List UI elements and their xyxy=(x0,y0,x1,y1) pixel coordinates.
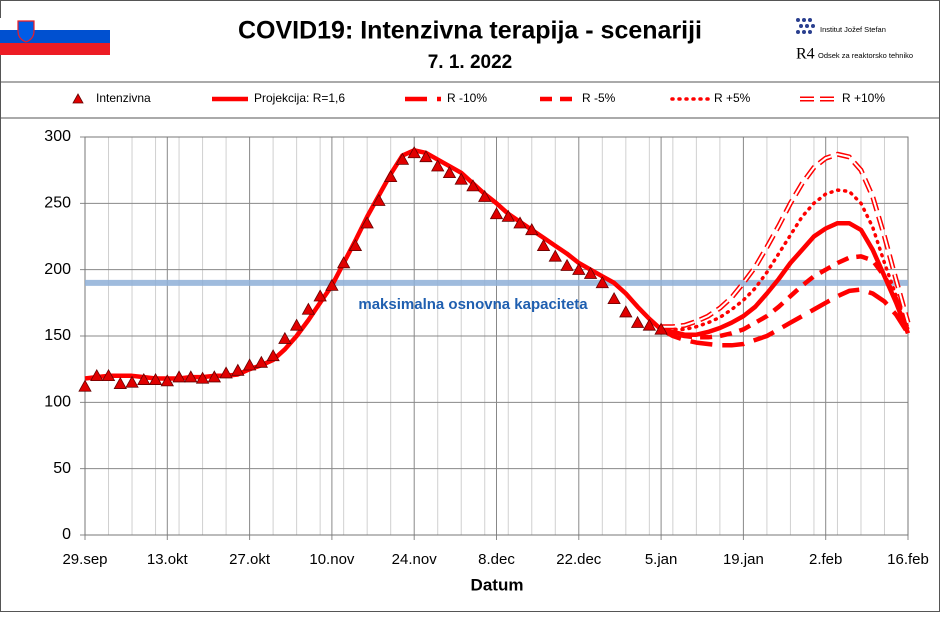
data-marker xyxy=(431,159,445,172)
data-marker xyxy=(583,266,598,279)
data-marker xyxy=(372,193,386,206)
data-marker xyxy=(160,374,174,387)
data-marker xyxy=(395,152,410,165)
data-marker xyxy=(513,216,527,229)
data-marker xyxy=(360,216,374,229)
x-tick-label: 8.dec xyxy=(478,551,515,568)
x-tick-label: 2.feb xyxy=(809,551,842,568)
x-tick-label: 13.okt xyxy=(147,551,189,568)
x-tick-label: 22.dec xyxy=(556,551,602,568)
data-marker xyxy=(642,318,657,331)
x-tick-label: 16.feb xyxy=(887,551,929,568)
data-marker xyxy=(172,370,186,383)
data-marker xyxy=(478,189,492,202)
legend-marker xyxy=(72,93,84,104)
x-tick-label: 19.jan xyxy=(723,551,764,568)
data-marker xyxy=(289,318,304,331)
data-marker xyxy=(501,209,515,222)
data-marker xyxy=(336,256,351,269)
data-marker xyxy=(454,172,468,185)
y-tick-label: 250 xyxy=(44,195,71,212)
legend-label: R -10% xyxy=(447,91,487,105)
data-marker xyxy=(101,368,116,382)
data-marker xyxy=(442,165,457,179)
logo-department: Odsek za reaktorsko tehniko xyxy=(818,51,913,60)
logo xyxy=(796,18,815,34)
x-axis-title: Datum xyxy=(471,575,524,594)
legend-label: R +10% xyxy=(842,91,885,105)
data-marker xyxy=(384,169,398,183)
data-marker xyxy=(525,223,539,236)
data-marker xyxy=(489,207,504,220)
x-tick-label: 29.sep xyxy=(62,551,107,568)
legend-label: Projekcija: R=1,6 xyxy=(254,91,345,105)
y-tick-label: 50 xyxy=(53,460,71,477)
logo-r4: R4 xyxy=(796,46,815,63)
series-line xyxy=(660,287,910,348)
data-marker xyxy=(78,379,92,392)
data-marker xyxy=(595,276,609,289)
x-tick-label: 24.nov xyxy=(392,551,438,568)
legend-label: Intenzivna xyxy=(96,91,151,105)
data-marker xyxy=(572,262,586,275)
data-marker xyxy=(266,349,280,362)
data-marker xyxy=(325,278,339,291)
series-line xyxy=(660,254,911,340)
data-marker xyxy=(242,358,257,371)
y-tick-label: 0 xyxy=(62,526,71,543)
plot-border xyxy=(84,136,909,536)
data-marker xyxy=(125,375,139,388)
data-marker xyxy=(607,292,621,305)
x-tick-label: 5.jan xyxy=(645,551,678,568)
y-tick-label: 100 xyxy=(44,394,71,411)
data-marker xyxy=(137,372,151,385)
data-marker xyxy=(619,305,633,318)
data-marker xyxy=(313,289,327,302)
data-marker xyxy=(560,258,574,271)
data-marker xyxy=(254,355,269,368)
data-marker xyxy=(231,363,245,376)
y-tick-label: 150 xyxy=(44,327,71,344)
data-marker xyxy=(219,366,233,379)
data-marker xyxy=(419,150,433,163)
chart-title: COVID19: Intenzivna terapija - scenariji xyxy=(238,17,702,45)
data-marker xyxy=(184,370,198,383)
series-line-inner xyxy=(661,153,909,328)
data-marker xyxy=(654,322,668,335)
y-tick-label: 200 xyxy=(44,261,71,278)
data-marker xyxy=(630,315,645,328)
data-marker xyxy=(536,238,551,251)
data-marker xyxy=(207,370,222,383)
logo-institute: Institut Jožef Stefan xyxy=(820,25,886,34)
data-marker xyxy=(195,371,210,384)
data-marker xyxy=(278,331,292,344)
legend-label: R -5% xyxy=(582,91,616,105)
flag xyxy=(0,18,110,55)
data-marker xyxy=(466,179,480,192)
x-tick-label: 27.okt xyxy=(229,551,271,568)
data-marker xyxy=(113,376,127,389)
legend-label: R +5% xyxy=(714,91,751,105)
data-marker xyxy=(148,372,163,385)
data-marker xyxy=(348,238,363,251)
data-marker xyxy=(548,249,562,262)
data-marker xyxy=(301,302,316,315)
x-tick-label: 10.nov xyxy=(309,551,355,568)
data-marker xyxy=(407,146,421,159)
y-tick-label: 300 xyxy=(44,128,71,145)
data-marker xyxy=(90,368,104,382)
chart-subtitle: 7. 1. 2022 xyxy=(428,52,513,73)
capacity-label: maksimalna osnovna kapaciteta xyxy=(358,296,588,313)
series-line xyxy=(659,188,910,332)
